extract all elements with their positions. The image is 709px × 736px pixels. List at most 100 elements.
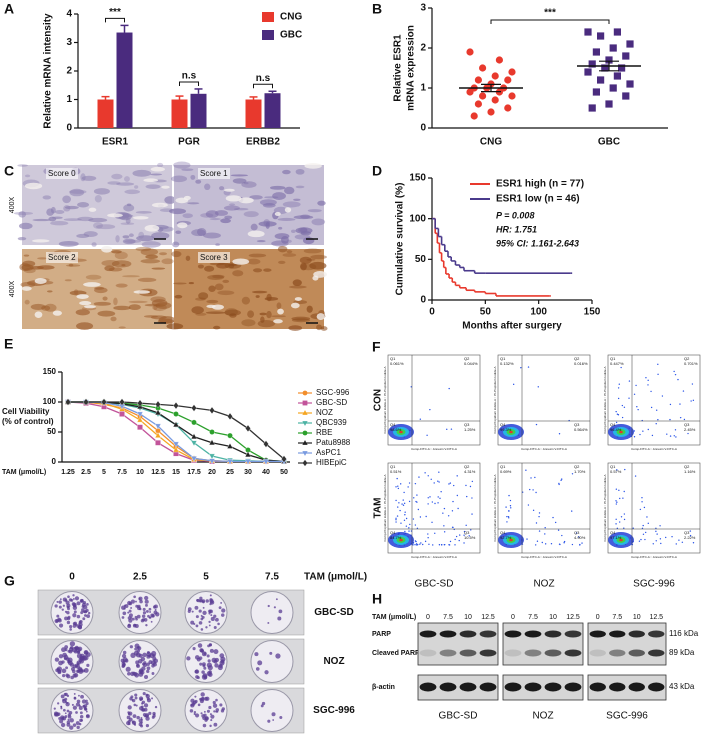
data-point bbox=[119, 398, 125, 406]
lumen bbox=[238, 197, 254, 204]
event-dot bbox=[463, 530, 466, 533]
event-dot bbox=[414, 482, 417, 485]
tissue-texture bbox=[188, 282, 194, 285]
colony bbox=[146, 697, 150, 701]
legend-label: RBE bbox=[316, 428, 332, 437]
x-tick-label: ERBB2 bbox=[246, 137, 280, 148]
colony bbox=[58, 600, 62, 604]
colony bbox=[54, 712, 58, 717]
colony bbox=[145, 723, 150, 728]
tissue-texture bbox=[263, 268, 272, 272]
event-dot bbox=[527, 504, 530, 506]
data-point bbox=[597, 76, 605, 84]
tissue-texture bbox=[18, 211, 27, 218]
data-point bbox=[605, 100, 613, 108]
event-dot bbox=[691, 383, 694, 385]
colony bbox=[80, 656, 85, 661]
tissue-texture bbox=[316, 324, 322, 331]
event-dot bbox=[416, 501, 418, 503]
tissue-texture bbox=[291, 316, 311, 321]
event-dot bbox=[620, 366, 622, 369]
data-point bbox=[190, 433, 198, 440]
tissue-texture bbox=[17, 237, 27, 241]
colony bbox=[62, 708, 66, 712]
event-dot bbox=[471, 480, 474, 483]
colony bbox=[194, 713, 200, 718]
colony bbox=[209, 603, 212, 606]
data-point bbox=[226, 442, 234, 449]
x-tick-label: 100 bbox=[530, 307, 547, 318]
plot-x-label: Comp-FITC-A :: Annexin V-FITC-A bbox=[521, 447, 567, 451]
event-dot bbox=[521, 491, 524, 493]
colony bbox=[208, 705, 212, 710]
dose-label: 7.5 bbox=[528, 614, 538, 621]
colony bbox=[205, 696, 210, 701]
data-point bbox=[154, 432, 162, 438]
blot-membrane bbox=[417, 622, 499, 666]
data-point bbox=[209, 406, 215, 415]
colony bbox=[212, 703, 218, 708]
data-point bbox=[137, 399, 143, 407]
x-tick-label: 15 bbox=[172, 469, 180, 476]
event-dot bbox=[615, 503, 618, 505]
row-label: SGC-996 bbox=[313, 705, 355, 716]
band bbox=[609, 630, 626, 638]
event-dot bbox=[438, 544, 441, 546]
tissue-texture bbox=[222, 279, 230, 283]
label-background bbox=[46, 168, 78, 179]
event-dot bbox=[634, 475, 637, 477]
event-dot bbox=[637, 408, 639, 411]
cell-line-label: SGC-996 bbox=[606, 711, 648, 722]
tissue-texture bbox=[122, 275, 140, 278]
event-dot bbox=[622, 497, 624, 499]
data-point bbox=[136, 411, 144, 418]
legend-symbol bbox=[302, 421, 308, 426]
colony bbox=[144, 595, 149, 601]
quadrant-name: Q4 bbox=[500, 530, 506, 535]
tissue-texture bbox=[77, 202, 90, 208]
colony bbox=[73, 692, 76, 695]
dose-label: 12.5 bbox=[649, 614, 663, 621]
colony bbox=[260, 704, 264, 708]
data-point bbox=[626, 40, 634, 48]
colony bbox=[212, 700, 216, 705]
event-dot bbox=[647, 379, 649, 382]
label-background bbox=[198, 168, 230, 179]
tissue-texture bbox=[107, 181, 121, 185]
panel-label: G bbox=[4, 573, 15, 589]
colony bbox=[199, 699, 204, 704]
data-point bbox=[584, 68, 592, 76]
colony bbox=[60, 707, 63, 710]
event-dot bbox=[454, 538, 456, 541]
tissue-texture bbox=[320, 326, 328, 331]
event-dot bbox=[660, 542, 662, 545]
data-point bbox=[487, 108, 495, 116]
y-tick-label: 150 bbox=[409, 173, 426, 184]
tissue-texture bbox=[190, 174, 196, 180]
event-dot bbox=[623, 406, 626, 408]
tissue-texture bbox=[173, 161, 191, 169]
bar bbox=[245, 99, 262, 128]
tissue-texture bbox=[303, 248, 322, 254]
y-tick-label: 3 bbox=[420, 3, 426, 14]
event-dot bbox=[647, 522, 649, 525]
colony bbox=[148, 711, 152, 715]
colony bbox=[210, 616, 215, 621]
tissue-texture bbox=[217, 290, 235, 296]
tissue-texture bbox=[145, 254, 158, 260]
tissue-texture bbox=[278, 260, 286, 264]
event-dot bbox=[415, 540, 417, 543]
colony bbox=[194, 605, 199, 610]
colony bbox=[66, 709, 70, 713]
lumen bbox=[274, 211, 281, 217]
colony bbox=[75, 646, 79, 650]
event-dot bbox=[661, 395, 664, 397]
event-dot bbox=[645, 377, 647, 379]
data-point bbox=[262, 459, 270, 465]
colony bbox=[54, 618, 59, 624]
event-dot bbox=[508, 517, 510, 519]
dose-label: 2.5 bbox=[133, 572, 147, 583]
legend-label: ESR1 high (n = 77) bbox=[496, 179, 584, 190]
tissue-texture bbox=[150, 315, 167, 320]
lumen bbox=[273, 319, 283, 324]
